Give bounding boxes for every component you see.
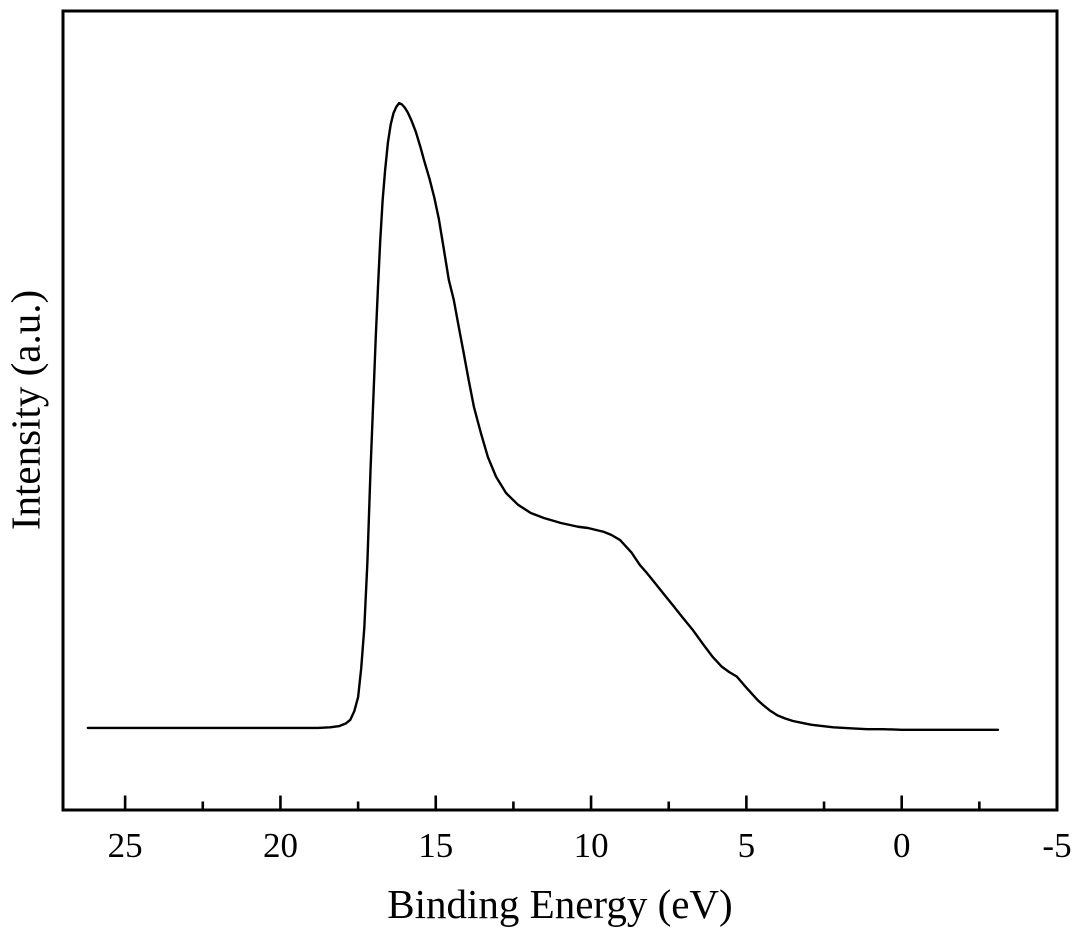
x-tick-label-20: 20 [262, 826, 298, 865]
spectrum-curve [86, 101, 1000, 731]
x-tick-label-25: 25 [107, 826, 143, 865]
y-axis-title: Intensity (a.u.) [2, 289, 49, 531]
x-tick-label-0: 0 [892, 826, 911, 865]
x-tick-label-10: 10 [573, 826, 609, 865]
plot-frame [61, 9, 1059, 812]
x-tick-label-15: 15 [418, 826, 454, 865]
x-axis-title: Binding Energy (eV) [387, 881, 733, 927]
x-tick-label-5: 5 [737, 826, 756, 865]
x-tick-label--5: -5 [1042, 826, 1072, 865]
